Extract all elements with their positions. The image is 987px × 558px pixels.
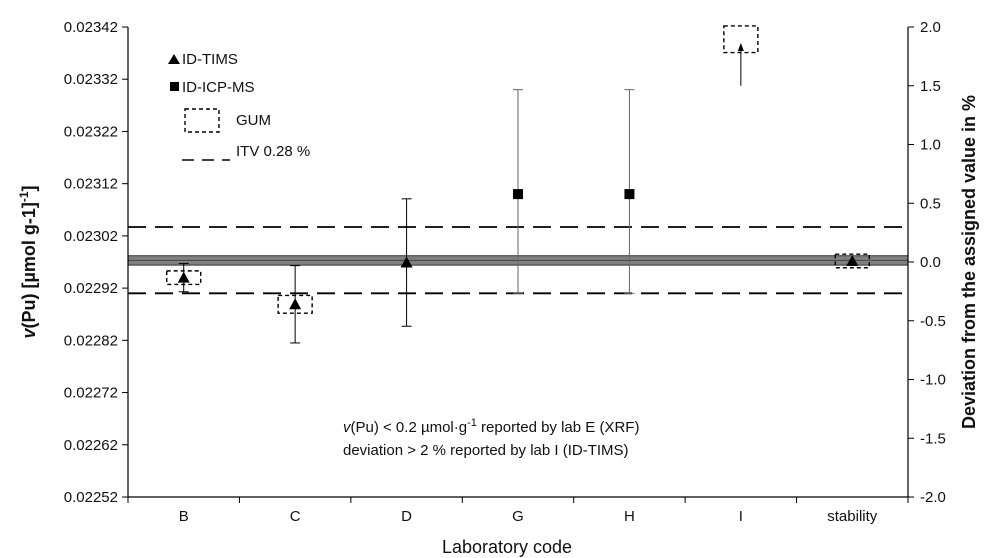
left-tick-label: 0.02262 — [64, 437, 118, 454]
arrow-marker-i — [737, 42, 744, 51]
left-axis-title-main: (Pu) [µmol g-1] — [19, 202, 39, 328]
legend-label-id-icp-ms: ID-ICP-MS — [182, 79, 255, 96]
gum-box-stability — [834, 253, 870, 269]
legend-label-gum: GUM — [236, 112, 271, 129]
annotation-line-1-suffix: reported by lab E (XRF) — [477, 419, 640, 436]
x-tick-label: B — [179, 508, 189, 525]
legend-label-itv: ITV 0.28 % — [236, 143, 310, 160]
triangle-marker-c — [289, 298, 302, 310]
right-tick-label: -1.5 — [920, 430, 946, 447]
right-tick-label: 1.5 — [920, 78, 941, 95]
right-axis-title: Deviation from the assigned value in % — [959, 95, 979, 429]
right-tick-label: -0.5 — [920, 313, 946, 330]
x-axis-title: Laboratory code — [442, 537, 572, 557]
legend-label-id-tims: ID-TIMS — [182, 51, 238, 68]
annotation-line-1: v(Pu) < 0.2 µmol·g-1 reported by lab E (… — [343, 417, 639, 436]
left-axis-title: v(Pu) [µmol g-1]-1] — [17, 185, 39, 338]
left-axis-title-close: ] — [19, 185, 39, 191]
x-tick-label: D — [401, 508, 412, 525]
left-axis-title-superscript: -1 — [17, 191, 31, 202]
annotation-line-1-superscript: -1 — [467, 417, 477, 429]
right-tick-label: 0.5 — [920, 195, 941, 212]
left-axis-title-italic: v — [19, 328, 39, 339]
annotation-line-1-main: (Pu) < 0.2 µmol·g — [351, 419, 468, 436]
x-tick-label: H — [624, 508, 635, 525]
right-tick-label: 1.0 — [920, 137, 941, 154]
right-tick-label: 2.0 — [920, 19, 941, 36]
gum-box-b — [166, 270, 202, 286]
legend-square-marker — [170, 82, 179, 91]
left-tick-label: 0.02292 — [64, 280, 118, 297]
triangle-marker-stability — [846, 254, 859, 266]
left-axis-ticks: 0.02342 0.02332 0.02322 0.02312 0.02302 0.022… — [64, 19, 128, 506]
annotation-line-2: deviation > 2 % reported by lab I (ID-TI… — [343, 442, 629, 459]
x-tick-label: G — [512, 508, 524, 525]
left-tick-label: 0.02252 — [64, 489, 118, 506]
left-tick-label: 0.02342 — [64, 19, 118, 36]
left-tick-label: 0.02332 — [64, 71, 118, 88]
annotation: v(Pu) < 0.2 µmol·g-1 reported by lab E (… — [343, 417, 639, 459]
right-tick-label: -1.0 — [920, 372, 946, 389]
left-tick-label: 0.02302 — [64, 228, 118, 245]
right-tick-label: -2.0 — [920, 489, 946, 506]
legend-triangle-marker — [168, 54, 180, 64]
right-tick-label: 0.0 — [920, 254, 941, 271]
triangle-marker-d — [400, 256, 413, 268]
left-tick-label: 0.02272 — [64, 385, 118, 402]
data-points-layer — [177, 42, 859, 310]
x-tick-label: C — [290, 508, 301, 525]
left-tick-label: 0.02312 — [64, 176, 118, 193]
gum-boxes-layer — [166, 25, 870, 314]
gum-box-c — [277, 294, 313, 314]
left-tick-label: 0.02282 — [64, 332, 118, 349]
gum-box-i — [723, 25, 759, 54]
legend: ID-TIMS ID-ICP-MS GUM ITV 0.28 % — [168, 51, 310, 161]
right-axis-ticks: 2.0 1.5 1.0 0.5 0.0 -0.5 -1.0 -1.5 -2.0 — [908, 19, 946, 506]
legend-dashed-box-marker — [184, 108, 220, 133]
annotation-line-1-italic: v — [343, 419, 352, 436]
triangle-marker-b — [177, 271, 190, 283]
error-bars-layer — [178, 46, 742, 344]
square-marker-g — [513, 189, 523, 200]
square-marker-h — [624, 189, 635, 200]
x-tick-label: stability — [827, 508, 878, 525]
x-tick-label: I — [739, 508, 743, 525]
left-tick-label: 0.02322 — [64, 123, 118, 140]
